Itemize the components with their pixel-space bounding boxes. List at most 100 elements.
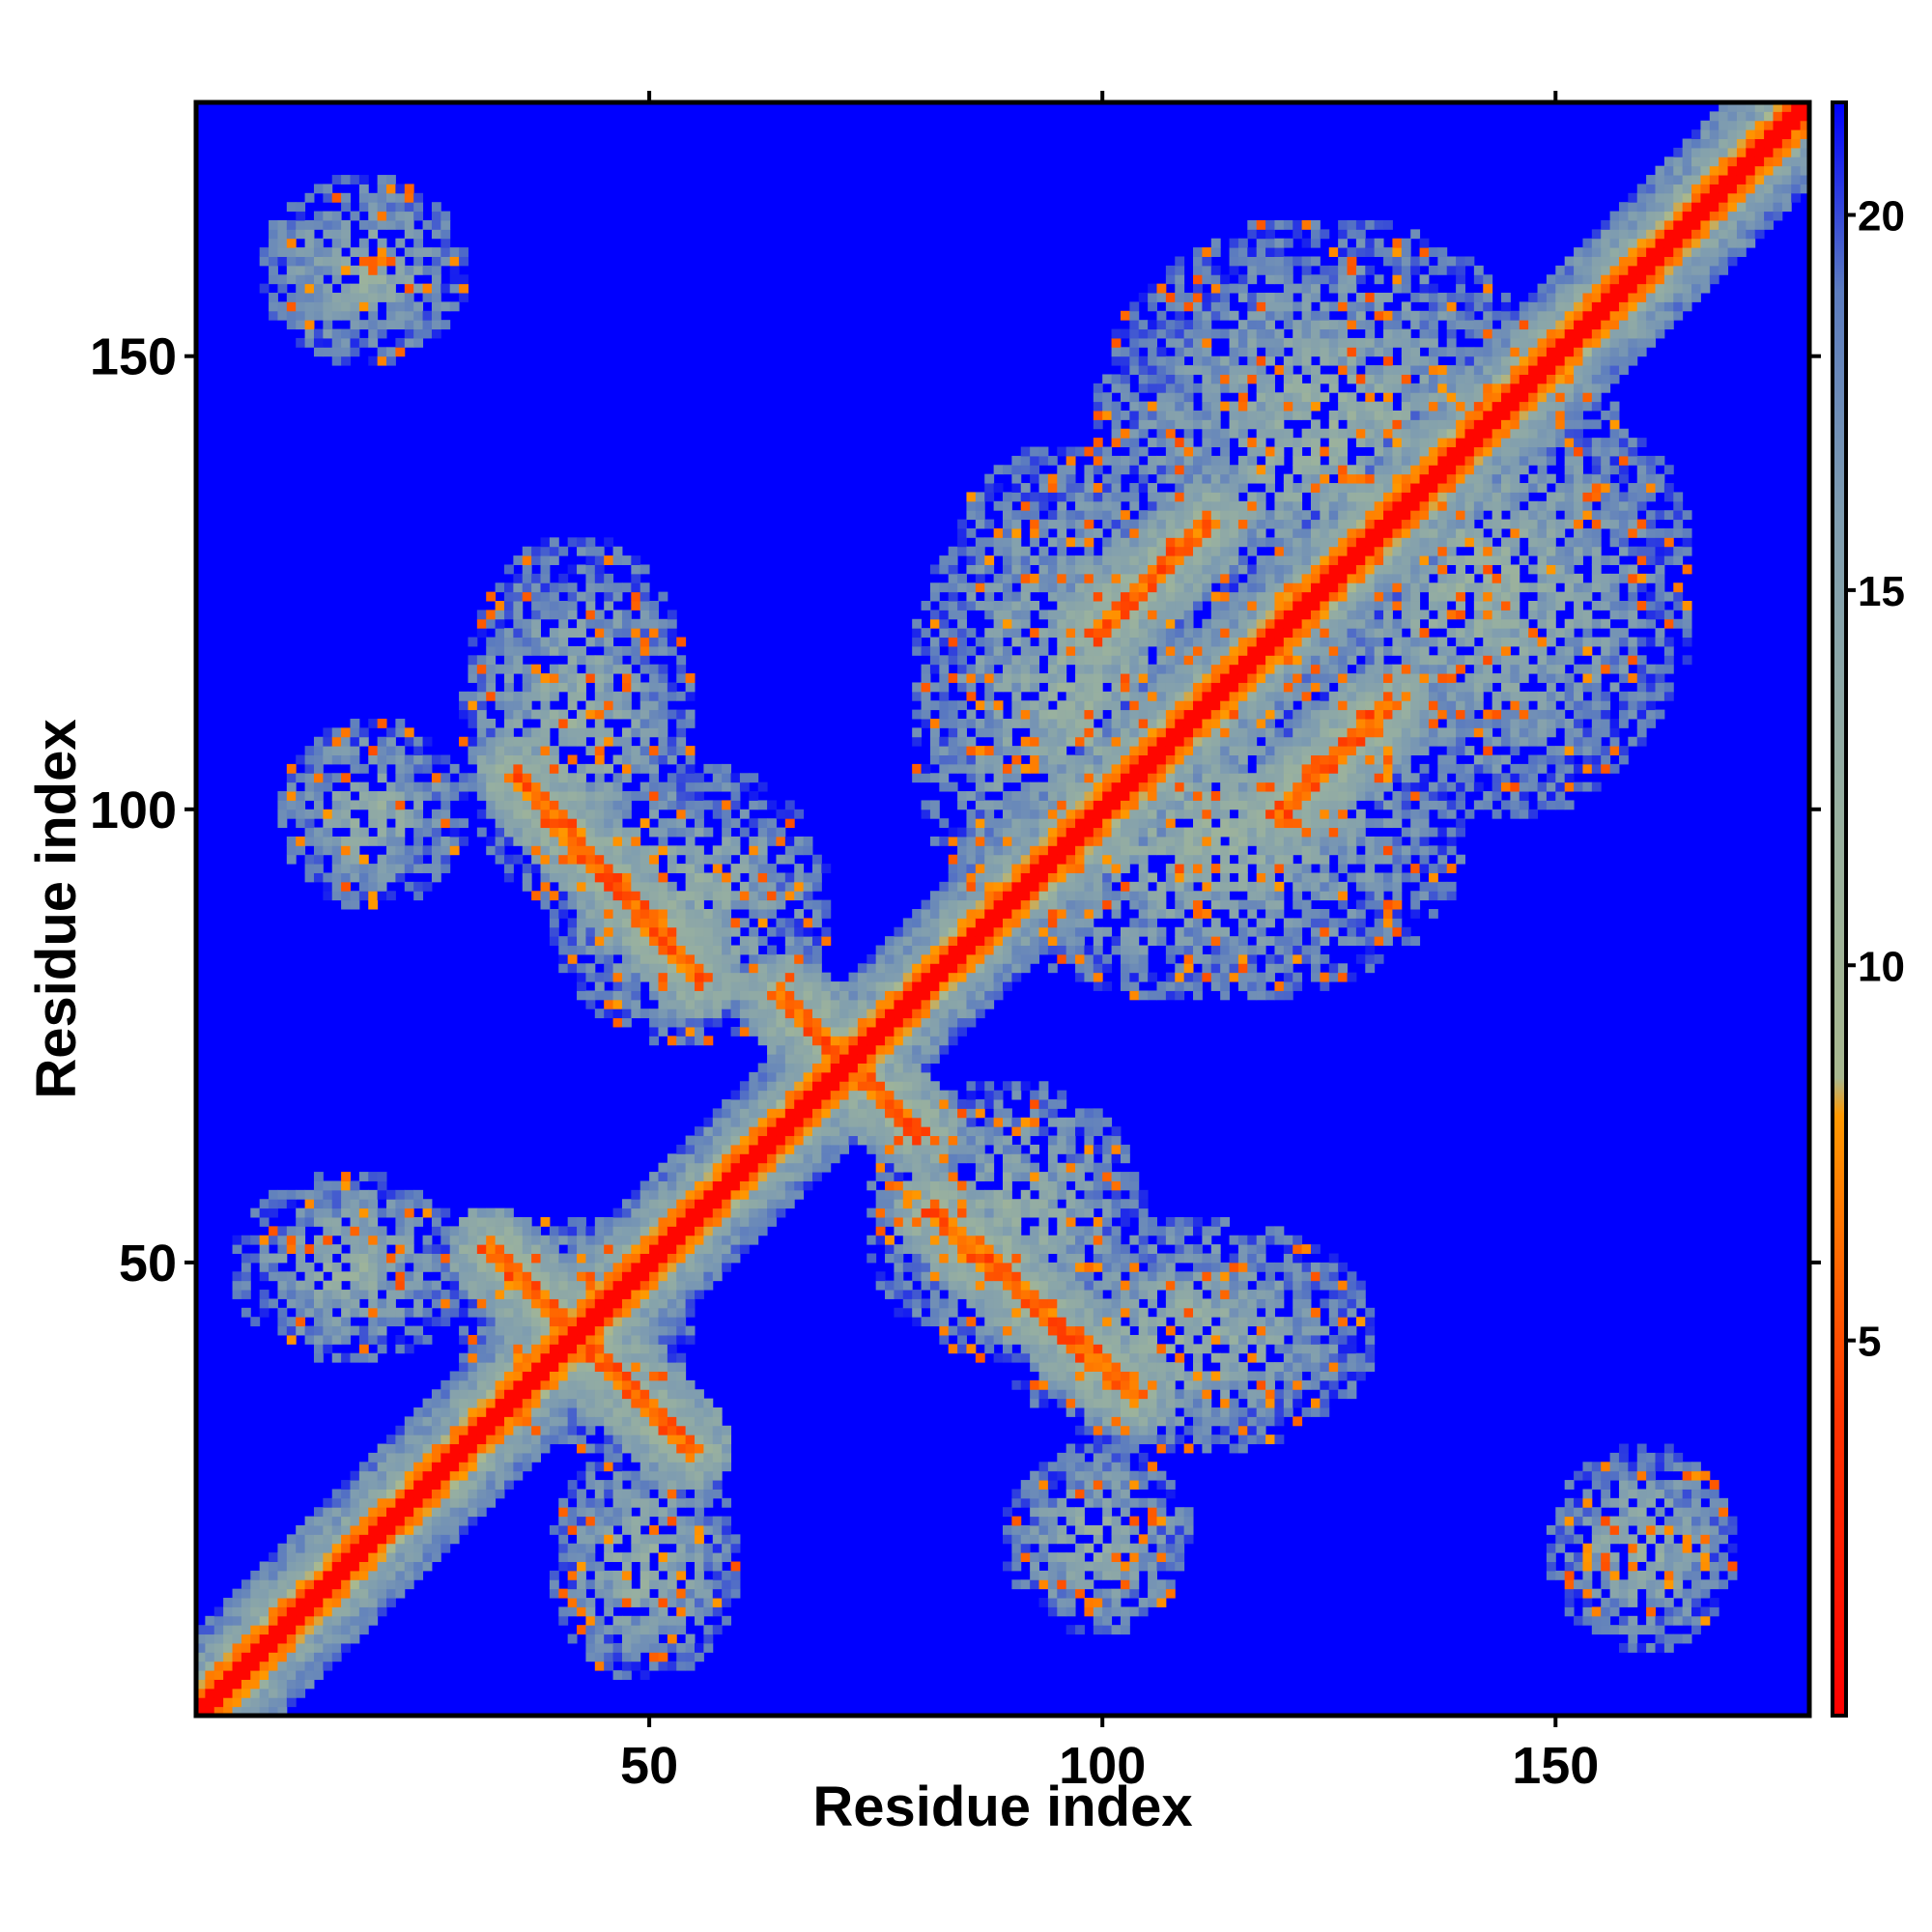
heatmap-cell xyxy=(1003,936,1012,947)
heatmap-cell xyxy=(1003,1334,1012,1345)
heatmap-cell xyxy=(323,845,333,856)
heatmap-cell xyxy=(639,1334,650,1345)
heatmap-cell xyxy=(313,872,324,883)
heatmap-cell xyxy=(749,1216,759,1227)
heatmap-cell xyxy=(558,809,569,819)
heatmap-cell xyxy=(513,1470,524,1481)
heatmap-cell xyxy=(567,1235,578,1245)
heatmap-cell xyxy=(313,1344,324,1354)
heatmap-cell xyxy=(577,891,586,901)
heatmap-cell xyxy=(730,1153,741,1164)
heatmap-cell xyxy=(558,845,569,856)
heatmap-cell xyxy=(712,1552,723,1562)
heatmap-cell xyxy=(476,618,487,629)
heatmap-cell xyxy=(404,809,414,819)
heatmap-cell xyxy=(857,1126,867,1137)
heatmap-cell xyxy=(395,211,406,221)
heatmap-cell xyxy=(685,1290,696,1299)
heatmap-cell xyxy=(929,564,940,575)
heatmap-cell xyxy=(776,1090,786,1100)
heatmap-cell xyxy=(531,1235,542,1245)
heatmap-cell xyxy=(549,610,559,620)
heatmap-cell xyxy=(386,256,396,267)
heatmap-cell xyxy=(703,1135,714,1146)
heatmap-cell xyxy=(232,1625,242,1635)
heatmap-cell xyxy=(939,582,950,593)
heatmap-cell xyxy=(867,1090,877,1100)
heatmap-cell xyxy=(449,1379,460,1390)
heatmap-cell xyxy=(948,628,958,639)
heatmap-cell xyxy=(422,1398,433,1408)
heatmap-cell xyxy=(676,1588,687,1599)
heatmap-cell xyxy=(304,854,315,865)
heatmap-cell xyxy=(902,1099,913,1109)
heatmap-cell xyxy=(422,1480,433,1490)
heatmap-cell xyxy=(404,265,414,275)
heatmap-cell xyxy=(875,1235,886,1245)
heatmap-cell xyxy=(232,1615,242,1626)
heatmap-cell xyxy=(250,1570,261,1580)
heatmap-cell xyxy=(313,773,324,783)
heatmap-cell xyxy=(649,1389,659,1400)
heatmap-cell xyxy=(549,1307,559,1318)
heatmap-cell xyxy=(894,1108,904,1119)
heatmap-cell xyxy=(486,836,497,846)
heatmap-cell xyxy=(540,637,551,647)
heatmap-cell xyxy=(577,845,586,856)
heatmap-cell xyxy=(585,591,596,602)
heatmap-cell xyxy=(912,1262,923,1272)
heatmap-cell xyxy=(929,1189,940,1200)
heatmap-cell xyxy=(921,645,931,656)
heatmap-cell xyxy=(712,881,723,892)
heatmap-cell xyxy=(277,238,288,248)
heatmap-cell xyxy=(404,1552,414,1562)
heatmap-cell xyxy=(331,1216,342,1227)
heatmap-cell xyxy=(685,891,696,901)
heatmap-cell xyxy=(676,1009,687,1019)
heatmap-cell xyxy=(631,791,641,801)
heatmap-cell xyxy=(784,836,795,846)
heatmap-cell xyxy=(612,1379,623,1390)
heatmap-cell xyxy=(612,945,623,955)
heatmap-cell xyxy=(585,1497,596,1508)
heatmap-cell xyxy=(658,1244,668,1255)
heatmap-cell xyxy=(957,1009,967,1019)
heatmap-cell xyxy=(585,899,596,910)
heatmap-cell xyxy=(313,301,324,312)
heatmap-cell xyxy=(585,1480,596,1490)
heatmap-cell xyxy=(350,1262,360,1272)
heatmap-cell xyxy=(577,1435,586,1445)
heatmap-cell xyxy=(993,736,1004,747)
heatmap-cell xyxy=(658,591,668,602)
heatmap-cell xyxy=(658,1489,668,1499)
heatmap-cell xyxy=(984,645,995,656)
heatmap-cell xyxy=(431,1407,441,1417)
heatmap-cell xyxy=(612,1443,623,1454)
heatmap-cell xyxy=(749,945,759,955)
heatmap-cell xyxy=(358,800,369,810)
heatmap-cell xyxy=(966,990,977,1001)
heatmap-cell xyxy=(567,1371,578,1381)
heatmap-cell xyxy=(368,1172,379,1181)
heatmap-cell xyxy=(658,1398,668,1408)
heatmap-cell xyxy=(558,864,569,873)
heatmap-cell xyxy=(431,773,441,783)
heatmap-cell xyxy=(368,718,379,728)
heatmap-cell xyxy=(296,1216,306,1227)
heatmap-cell xyxy=(594,582,605,593)
heatmap-cell xyxy=(730,1235,741,1245)
heatmap-cell xyxy=(585,1307,596,1318)
heatmap-cell xyxy=(621,582,632,593)
heatmap-cell xyxy=(440,1271,451,1282)
heatmap-cell xyxy=(695,1244,704,1255)
heatmap-cell xyxy=(821,926,832,937)
heatmap-cell xyxy=(531,1452,542,1463)
heatmap-cell xyxy=(703,1435,714,1445)
heatmap-cell xyxy=(722,972,732,982)
heatmap-cell xyxy=(377,320,387,330)
heatmap-cell xyxy=(522,809,532,819)
heatmap-cell xyxy=(422,864,433,873)
heatmap-cell xyxy=(304,754,315,765)
heatmap-cell xyxy=(639,818,650,829)
heatmap-cell xyxy=(722,1153,732,1164)
